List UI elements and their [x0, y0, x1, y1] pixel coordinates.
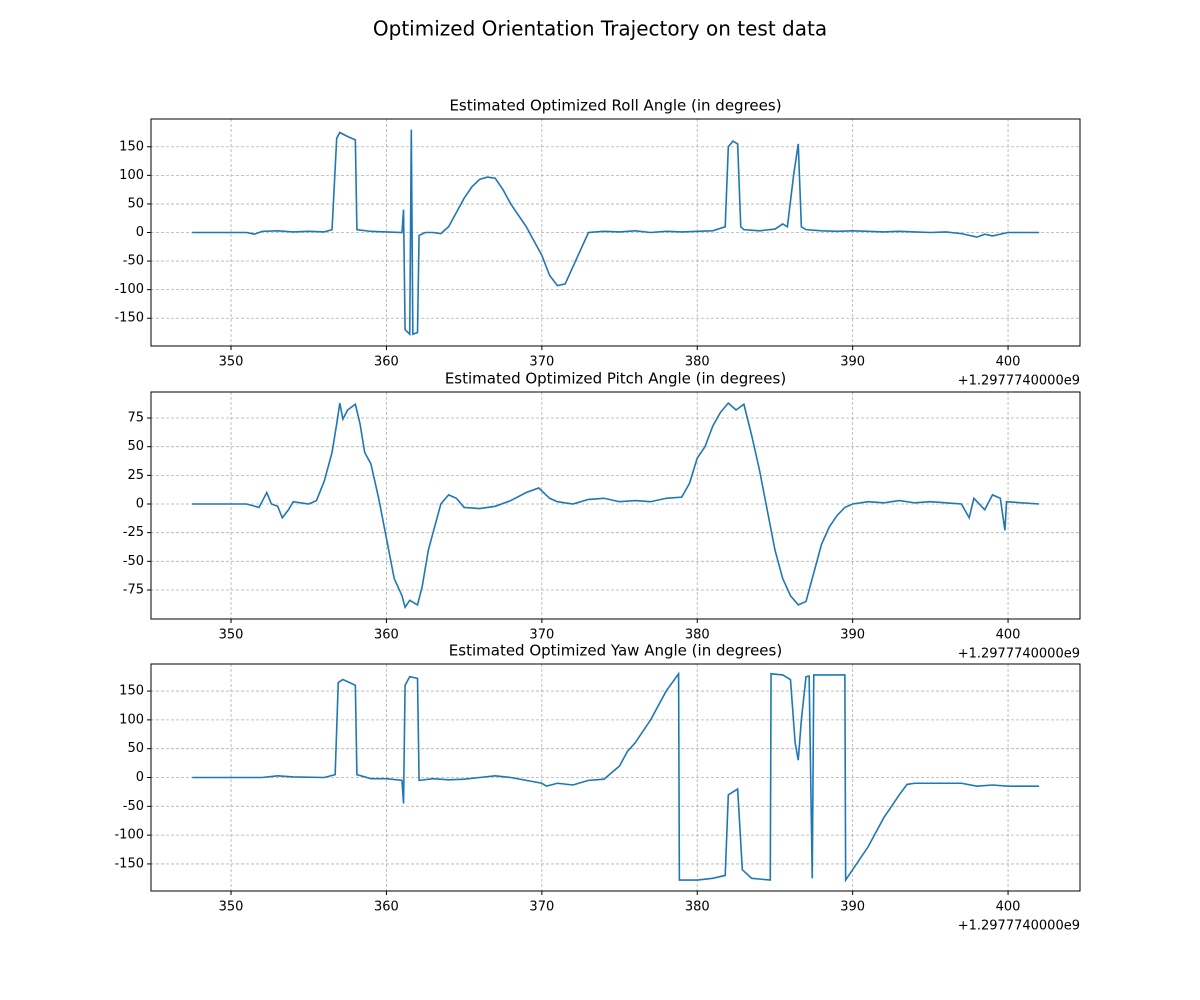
figure-title: Optimized Orientation Trajectory on test… — [373, 17, 827, 41]
y-tick-label: 150 — [119, 684, 144, 699]
x-tick-label: 350 — [219, 628, 244, 643]
x-tick-label: 400 — [996, 355, 1021, 370]
x-tick-label: 360 — [374, 355, 399, 370]
y-tick-label: -150 — [114, 856, 144, 871]
y-tick-label: -150 — [114, 311, 144, 326]
x-offset-label: +1.2977740000e9 — [958, 374, 1080, 389]
y-tick-label: -100 — [114, 282, 144, 297]
x-offset-label: +1.2977740000e9 — [958, 647, 1080, 662]
axes-frame — [150, 663, 1081, 892]
y-tick-label: -100 — [114, 828, 144, 843]
y-tick-label: 50 — [127, 741, 144, 756]
data-line — [192, 401, 1040, 610]
x-tick-label: 370 — [529, 355, 554, 370]
y-tick-label: 50 — [127, 196, 144, 211]
x-tick-label: 350 — [219, 900, 244, 915]
y-tick-label: 75 — [127, 411, 144, 426]
x-tick-label: 370 — [529, 628, 554, 643]
data-line — [192, 671, 1040, 883]
x-tick-label: 400 — [996, 900, 1021, 915]
x-tick-label: 370 — [529, 900, 554, 915]
subplot-title: Estimated Optimized Pitch Angle (in degr… — [445, 370, 786, 388]
x-tick-label: 360 — [374, 628, 399, 643]
y-tick-label: 25 — [127, 468, 144, 483]
axes-frame — [150, 391, 1081, 620]
x-offset-label: +1.2977740000e9 — [958, 919, 1080, 934]
y-tick-label: -75 — [123, 582, 144, 597]
x-tick-label: 380 — [685, 900, 710, 915]
axes-frame — [150, 118, 1081, 347]
x-tick-label: 380 — [685, 628, 710, 643]
y-tick-label: 150 — [119, 139, 144, 154]
y-tick-label: -50 — [123, 254, 144, 269]
y-tick-label: -50 — [123, 799, 144, 814]
x-tick-label: 400 — [996, 628, 1021, 643]
x-tick-label: 390 — [840, 628, 865, 643]
x-tick-label: 380 — [685, 355, 710, 370]
y-tick-label: 50 — [127, 439, 144, 454]
y-tick-label: 100 — [119, 712, 144, 727]
y-tick-label: 0 — [136, 770, 144, 785]
subplot-title: Estimated Optimized Roll Angle (in degre… — [449, 97, 781, 115]
x-tick-label: 390 — [840, 355, 865, 370]
y-tick-label: 0 — [136, 225, 144, 240]
y-tick-label: 100 — [119, 168, 144, 183]
x-tick-label: 360 — [374, 900, 399, 915]
subplot-title: Estimated Optimized Yaw Angle (in degree… — [449, 642, 782, 660]
y-tick-label: -25 — [123, 525, 144, 540]
x-tick-label: 350 — [219, 355, 244, 370]
y-tick-label: -50 — [123, 554, 144, 569]
data-line — [192, 129, 1040, 337]
x-tick-label: 390 — [840, 900, 865, 915]
y-tick-label: 0 — [136, 497, 144, 512]
